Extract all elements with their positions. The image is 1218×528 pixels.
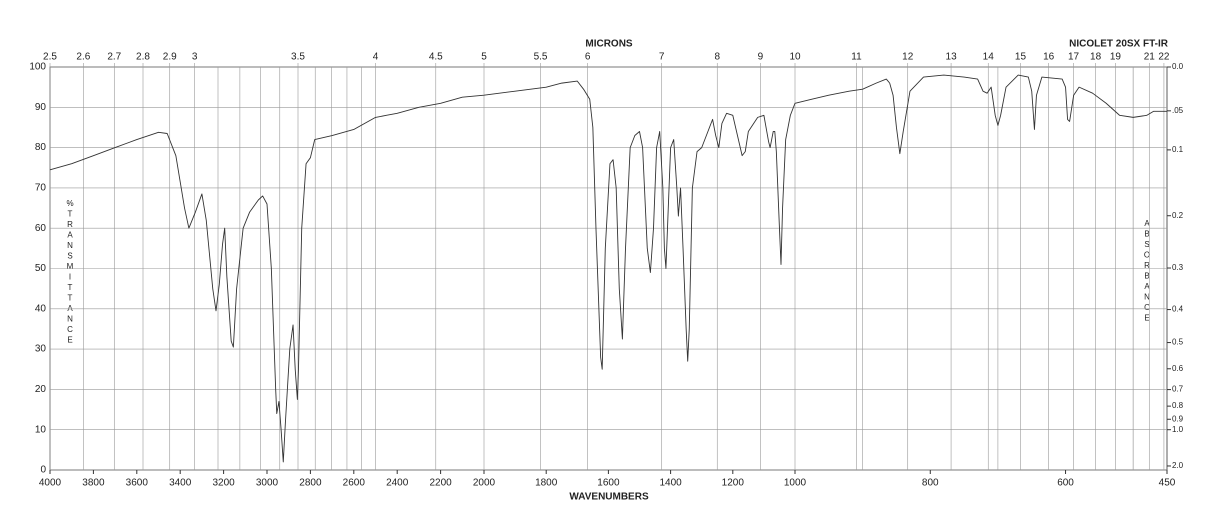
- x-tick-label: 3000: [256, 478, 279, 489]
- y2-tick-label: 1.0: [1172, 425, 1184, 434]
- x-tick-label: 2200: [429, 478, 452, 489]
- x2-tick-label: 16: [1043, 52, 1055, 63]
- x2-tick-label: 7: [659, 52, 665, 63]
- x2-tick-label: 22: [1158, 52, 1170, 63]
- y2-tick-label: 0.5: [1172, 338, 1184, 347]
- x2-tick-label: 21: [1144, 52, 1156, 63]
- x-tick-label: 1800: [535, 478, 558, 489]
- x2-tick-label: 2.5: [43, 52, 57, 63]
- x2-tick-label: 5: [481, 52, 487, 63]
- x-tick-label: 800: [922, 478, 939, 489]
- x2-tick-label: 2.6: [76, 52, 90, 63]
- x-tick-label: 2400: [386, 478, 409, 489]
- x-axis-title: WAVENUMBERS: [569, 492, 649, 503]
- x2-tick-label: 5.5: [534, 52, 548, 63]
- y-tick-label: 70: [35, 183, 47, 194]
- x2-tick-label: 13: [946, 52, 958, 63]
- x2-tick-label: 4: [373, 52, 379, 63]
- x2-tick-label: 2.8: [136, 52, 150, 63]
- x2-tick-label: 11: [851, 52, 862, 63]
- spectrum-line: [49, 74, 1167, 463]
- x-tick-label: 2800: [299, 478, 322, 489]
- x-tick-label: 1600: [597, 478, 620, 489]
- y-tick-label: 30: [35, 344, 47, 355]
- x2-tick-label: 8: [714, 52, 720, 63]
- y-tick-label: 40: [35, 303, 47, 314]
- x2-tick-label: 10: [789, 52, 801, 63]
- x-tick-label: 3200: [212, 478, 235, 489]
- x2-tick-label: 4.5: [429, 52, 443, 63]
- x2-tick-label: 18: [1090, 52, 1102, 63]
- y2-tick-label: 0.1: [1172, 145, 1184, 154]
- x2-tick-label: 3: [192, 52, 198, 63]
- y-tick-label: 0: [40, 465, 46, 476]
- y2-tick-label: 0.3: [1172, 263, 1184, 272]
- x2-tick-label: 12: [902, 52, 914, 63]
- x2-tick-label: 15: [1015, 52, 1027, 63]
- x-tick-label: 450: [1159, 478, 1176, 489]
- x-tick-label: 3400: [169, 478, 192, 489]
- x-tick-label: 1000: [784, 478, 807, 489]
- x2-tick-label: 2.9: [163, 52, 177, 63]
- chart-title: NICOLET 20SX FT-IR: [1069, 39, 1169, 50]
- x2-tick-label: 19: [1110, 52, 1122, 63]
- x-tick-label: 3600: [126, 478, 149, 489]
- x2-tick-label: 2.7: [107, 52, 121, 63]
- y2-tick-label: 0.7: [1172, 385, 1184, 394]
- y-axis-title: % T R A N S M I T T A N C E: [66, 199, 73, 345]
- y2-tick-label: 0.4: [1172, 305, 1184, 314]
- x-tick-label: 2600: [343, 478, 366, 489]
- x2-tick-label: 3.5: [291, 52, 305, 63]
- y2-tick-label: 2.0: [1172, 461, 1184, 470]
- y-tick-label: 80: [35, 142, 47, 153]
- y2-tick-label: 0.0: [1172, 62, 1184, 71]
- y2-tick-label: 0.2: [1172, 211, 1184, 220]
- x-tick-label: 3800: [82, 478, 105, 489]
- y-tick-label: 10: [35, 424, 47, 435]
- x-tick-label: 4000: [39, 478, 62, 489]
- x2-tick-label: 14: [983, 52, 995, 63]
- y-tick-label: 20: [35, 384, 47, 395]
- x-tick-label: 600: [1057, 478, 1074, 489]
- y-tick-label: 90: [35, 102, 47, 113]
- x2-axis-title: MICRONS: [585, 39, 633, 50]
- x2-tick-label: 6: [585, 52, 591, 63]
- x-tick-label: 1200: [722, 478, 745, 489]
- y2-tick-label: 0.9: [1172, 414, 1184, 423]
- y2-tick-label: .05: [1172, 106, 1184, 115]
- x2-tick-label: 9: [758, 52, 764, 63]
- x-tick-label: 1400: [659, 478, 682, 489]
- y-tick-label: 50: [35, 263, 47, 274]
- x2-tick-label: 17: [1068, 52, 1080, 63]
- y2-tick-label: 0.8: [1172, 401, 1184, 410]
- y-tick-label: 60: [35, 223, 47, 234]
- y2-tick-label: 0.6: [1172, 364, 1184, 373]
- x-tick-label: 2000: [473, 478, 496, 489]
- y-tick-label: 100: [29, 62, 46, 73]
